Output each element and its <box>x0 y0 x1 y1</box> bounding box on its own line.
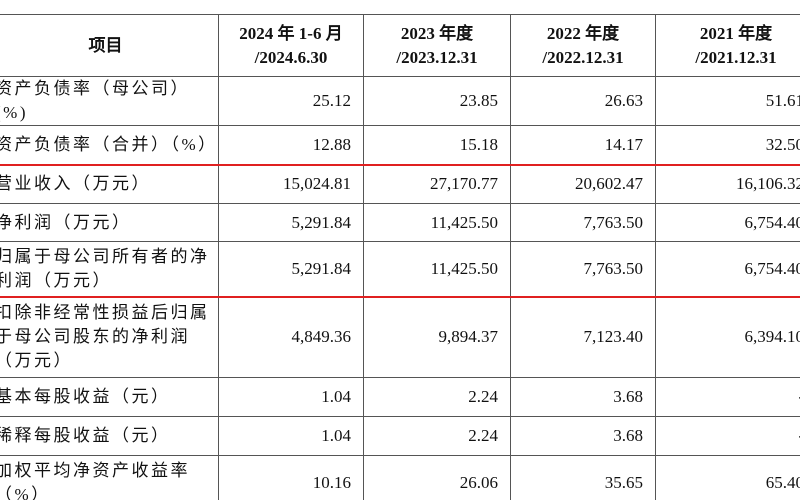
cell-value: 15,024.81 <box>218 164 364 204</box>
row-label: 扣除非经常性损益后归属于母公司股东的净利润（万元） <box>0 296 219 378</box>
header-cell: 2023 年度/2023.12.31 <box>363 14 511 77</box>
cell-value: 10.16 <box>218 455 364 500</box>
cell-value: 65.40 <box>655 455 800 500</box>
cell-value: 15.18 <box>363 125 511 166</box>
cell-value: 26.63 <box>510 76 656 126</box>
header-row: 项目 2024 年 1-6 月/2024.6.30 2023 年度/2023.12.… <box>0 14 800 77</box>
cell-value: 27,170.77 <box>363 164 511 204</box>
header-line: /2022.12.31 <box>542 47 624 67</box>
table-row: 资产负债率（合并）（%） 12.88 15.18 14.17 32.50 <box>0 125 800 166</box>
cell-value: 11,425.50 <box>363 241 511 298</box>
cell-value: 51.61 <box>655 76 800 126</box>
row-label: 营业收入（万元） <box>0 164 219 204</box>
cell-value: 2.24 <box>363 416 511 456</box>
row-label: 净利润（万元） <box>0 203 219 242</box>
header-line: /2021.12.31 <box>695 47 777 67</box>
cell-value: - <box>655 416 800 456</box>
cell-value: 4,849.36 <box>218 296 364 378</box>
cell-value: 7,123.40 <box>510 296 656 378</box>
cell-value: 32.50 <box>655 125 800 166</box>
cell-value: 6,754.40 <box>655 241 800 298</box>
cell-value: 12.88 <box>218 125 364 166</box>
row-label: 资产负债率（母公司）(%) <box>0 76 219 126</box>
cell-value: 26.06 <box>363 455 511 500</box>
cell-value: 3.68 <box>510 416 656 456</box>
header-cell: 2024 年 1-6 月/2024.6.30 <box>218 14 364 77</box>
header-line: 2022 年度 <box>546 23 620 43</box>
table-row: 归属于母公司所有者的净利润（万元） 5,291.84 11,425.50 7,763.… <box>0 241 800 298</box>
cell-value: 16,106.32 <box>655 164 800 204</box>
cell-value: 1.04 <box>218 416 364 456</box>
cell-value: 20,602.47 <box>510 164 656 204</box>
cell-value: 5,291.84 <box>218 203 364 242</box>
header-line: /2024.6.30 <box>254 47 328 67</box>
row-label: 稀释每股收益（元） <box>0 416 219 456</box>
table-row: 扣除非经常性损益后归属于母公司股东的净利润（万元） 4,849.36 9,894.3… <box>0 296 800 378</box>
cell-value: 7,763.50 <box>510 203 656 242</box>
header-line: 2024 年 1-6 月 <box>239 23 343 43</box>
cell-value: 2.24 <box>363 377 511 417</box>
table-row: 稀释每股收益（元）1.042.243.68- <box>0 416 800 456</box>
header-line: 项目 <box>88 35 123 55</box>
row-label: 加权平均净资产收益率（%） <box>0 455 219 500</box>
table-row: 加权平均净资产收益率（%） 10.16 26.06 35.65 65.40 <box>0 455 800 500</box>
header-cell: 2021 年度/2021.12.31 <box>655 14 800 77</box>
row-label: 基本每股收益（元） <box>0 377 219 417</box>
cell-value: 3.68 <box>510 377 656 417</box>
row-label: 资产负债率（合并）（%） <box>0 125 219 166</box>
header-line: 2021 年度 <box>699 23 773 43</box>
cell-value: - <box>655 377 800 417</box>
header-line: 2023 年度 <box>400 23 474 43</box>
header-cell: 项目 <box>0 14 219 77</box>
row-label: 归属于母公司所有者的净利润（万元） <box>0 241 219 298</box>
header-cell: 2022 年度/2022.12.31 <box>510 14 656 77</box>
header-line: /2023.12.31 <box>396 47 478 67</box>
cell-value: 25.12 <box>218 76 364 126</box>
cell-value: 1.04 <box>218 377 364 417</box>
table-row: 营业收入（万元） 15,024.81 27,170.77 20,602.47 16,10… <box>0 164 800 204</box>
cell-value: 14.17 <box>510 125 656 166</box>
cell-value: 11,425.50 <box>363 203 511 242</box>
cell-value: 5,291.84 <box>218 241 364 298</box>
cell-value: 6,754.40 <box>655 203 800 242</box>
table-row: 基本每股收益（元）1.042.243.68- <box>0 377 800 417</box>
financial-table: 项目 2024 年 1-6 月/2024.6.30 2023 年度/2023.12.… <box>0 14 800 500</box>
cell-value: 9,894.37 <box>363 296 511 378</box>
table-row: 净利润（万元） 5,291.84 11,425.50 7,763.50 6,754.40 <box>0 203 800 242</box>
cell-value: 23.85 <box>363 76 511 126</box>
cell-value: 35.65 <box>510 455 656 500</box>
cell-value: 6,394.10 <box>655 296 800 378</box>
cell-value: 7,763.50 <box>510 241 656 298</box>
